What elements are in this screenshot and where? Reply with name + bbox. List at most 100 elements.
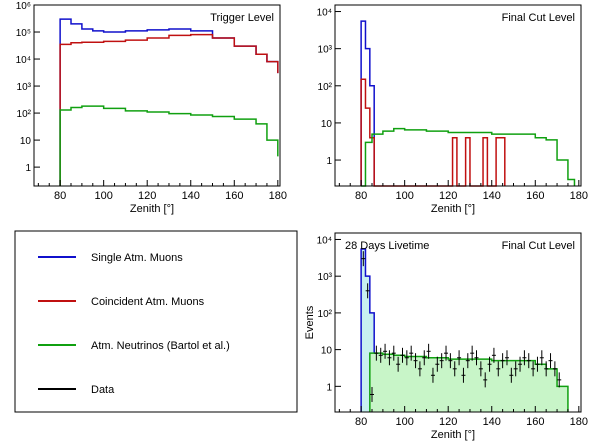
data-point xyxy=(444,345,449,361)
legend-box xyxy=(14,230,298,413)
y-tick-label: 10² xyxy=(318,82,333,93)
x-tick-label: 180 xyxy=(570,416,588,428)
x-tick-label: 180 xyxy=(570,190,588,202)
data-point xyxy=(387,350,392,366)
y-tick-label: 10 xyxy=(321,346,333,357)
y-tick-label: 10 xyxy=(20,136,32,147)
data-point xyxy=(509,367,514,383)
data-point xyxy=(526,353,531,369)
y-tick-label: 10² xyxy=(318,309,333,320)
y-tick-label: 10⁶ xyxy=(16,1,31,12)
data-point xyxy=(378,347,383,363)
data-point xyxy=(552,361,557,377)
data-point xyxy=(544,361,549,377)
legend-entry-coincident: Coincident Atm. Muons xyxy=(38,296,205,308)
y-tick-label: 10³ xyxy=(318,45,333,56)
chart-title: Final Cut Level xyxy=(502,12,575,24)
y-axis-label: Events xyxy=(304,305,316,339)
data-point xyxy=(361,251,366,267)
x-axis-label: Zenith [°] xyxy=(431,203,475,215)
legend-entry-neutrino: Atm. Neutrinos (Bartol et al.) xyxy=(38,340,230,352)
y-tick-label: 10⁴ xyxy=(317,8,332,19)
x-tick-label: 120 xyxy=(439,416,457,428)
data-point xyxy=(391,345,396,361)
data-point xyxy=(370,386,375,402)
data-point xyxy=(413,353,418,369)
data-point xyxy=(465,353,470,369)
y-tick-label: 1 xyxy=(326,382,332,393)
plot-frame xyxy=(334,4,582,187)
data-point xyxy=(365,283,370,299)
data-point xyxy=(478,361,483,377)
legend-label-coincident: Coincident Atm. Muons xyxy=(91,296,205,308)
x-tick-label: 140 xyxy=(483,416,501,428)
data-point xyxy=(461,367,466,383)
y-tick-label: 10² xyxy=(17,109,32,120)
x-tick-label: 140 xyxy=(483,190,501,202)
plot-area xyxy=(335,5,581,186)
series-line-coincident xyxy=(59,33,279,186)
x-tick-label: 160 xyxy=(225,190,243,202)
data-point xyxy=(430,367,435,383)
y-tick-label: 10⁴ xyxy=(16,55,31,66)
data-point xyxy=(426,343,431,359)
legend-entry-single: Single Atm. Muons xyxy=(38,252,183,264)
x-tick-label: 80 xyxy=(54,190,66,202)
legend-entry-data: Data xyxy=(38,384,115,396)
x-tick-label: 140 xyxy=(182,190,200,202)
data-point xyxy=(439,353,444,369)
data-point xyxy=(474,350,479,366)
data-point xyxy=(404,350,409,366)
data-point xyxy=(383,343,388,359)
data-point xyxy=(491,347,496,363)
data-point xyxy=(400,347,405,363)
data-point xyxy=(531,361,536,377)
y-tick-label: 10⁵ xyxy=(16,28,31,39)
plot-frame xyxy=(33,4,281,187)
y-tick-label: 1 xyxy=(326,156,332,167)
x-tick-label: 120 xyxy=(439,190,457,202)
data-point xyxy=(548,353,553,369)
data-point xyxy=(513,361,518,377)
chart-subtitle: 28 Days Livetime xyxy=(345,240,429,252)
y-tick-label: 10⁴ xyxy=(317,235,332,246)
data-point xyxy=(452,361,457,377)
chart-title: Final Cut Level xyxy=(502,240,575,252)
x-tick-label: 120 xyxy=(138,190,156,202)
chart-trigger: 80 100 120 140 160 180 1 10 10² 10³ 10⁴ 10⁵ 10⁶ Trigg… xyxy=(16,1,287,215)
data-point xyxy=(470,345,475,361)
plot-area xyxy=(34,5,280,186)
y-tick-label: 10³ xyxy=(318,272,333,283)
series-fill-neutrino xyxy=(369,353,568,412)
data-point xyxy=(496,361,501,377)
x-axis-label: Zenith [°] xyxy=(130,203,174,215)
x-tick-label: 180 xyxy=(269,190,287,202)
legend-label-data: Data xyxy=(91,384,115,396)
data-point xyxy=(417,361,422,377)
data-point xyxy=(396,356,401,372)
x-tick-label: 100 xyxy=(94,190,112,202)
data-point xyxy=(483,372,488,388)
data-point xyxy=(539,350,544,366)
series-line-neutrino xyxy=(361,127,576,187)
chart-title: Trigger Level xyxy=(210,12,274,24)
data-point xyxy=(409,345,414,361)
legend-label-neutrino: Atm. Neutrinos (Bartol et al.) xyxy=(91,340,230,352)
y-tick-label: 1 xyxy=(25,163,31,174)
series-line-neutrino xyxy=(59,105,279,186)
data-point xyxy=(435,356,440,372)
data-point xyxy=(500,353,505,369)
data-point xyxy=(535,356,540,372)
x-tick-label: 80 xyxy=(355,190,367,202)
data-point xyxy=(457,350,462,366)
data-point xyxy=(522,350,527,366)
data-point xyxy=(374,345,379,361)
data-point xyxy=(557,372,562,388)
x-tick-label: 80 xyxy=(355,416,367,428)
series-line-single xyxy=(360,248,375,412)
data-point xyxy=(448,353,453,369)
x-tick-label: 100 xyxy=(395,190,413,202)
data-point xyxy=(487,356,492,372)
x-axis-label: Zenith [°] xyxy=(431,429,475,441)
